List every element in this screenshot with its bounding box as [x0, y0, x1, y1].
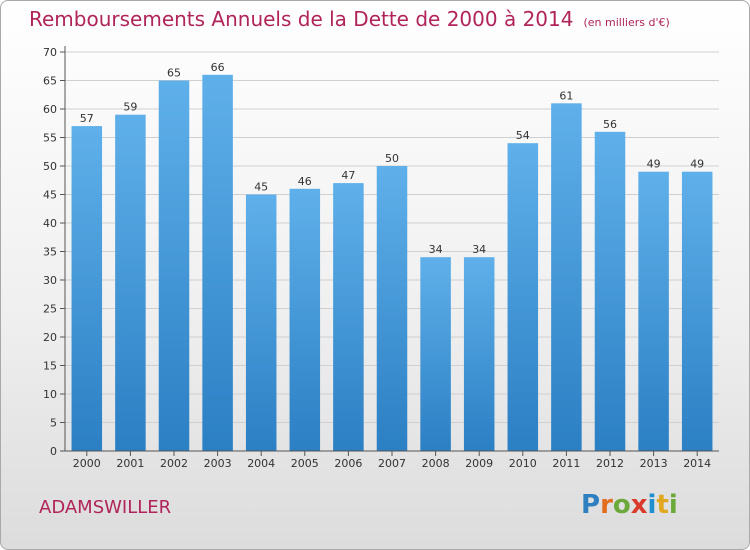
data-label-2012: 56: [603, 118, 617, 131]
x-tick-label-2012: 2012: [596, 457, 624, 470]
data-label-2011: 61: [559, 89, 573, 102]
chart-title-block: Remboursements Annuels de la Dette de 20…: [29, 7, 670, 31]
y-tick-label: 10: [43, 388, 57, 401]
bar-2007[interactable]: [376, 166, 408, 451]
y-tick-label: 25: [43, 303, 57, 316]
x-tick-label-2009: 2009: [465, 457, 493, 470]
data-label-2009: 34: [472, 243, 486, 256]
y-tick-label: 45: [43, 189, 57, 202]
bar-2004[interactable]: [245, 194, 277, 452]
y-tick-label: 60: [43, 103, 57, 116]
bar-2010[interactable]: [507, 143, 539, 451]
x-tick-label-2007: 2007: [378, 457, 406, 470]
logo-letter: o: [612, 490, 631, 520]
x-tick-label-2000: 2000: [73, 457, 101, 470]
bar-2014[interactable]: [681, 171, 713, 451]
x-tick-label-2003: 2003: [204, 457, 232, 470]
logo-letter: i: [668, 490, 678, 520]
data-label-2000: 57: [80, 112, 94, 125]
data-label-2013: 49: [647, 158, 661, 171]
logo-letter: x: [630, 490, 648, 520]
y-tick-label: 0: [50, 445, 57, 458]
x-tick-label-2013: 2013: [640, 457, 668, 470]
x-tick-label-2002: 2002: [160, 457, 188, 470]
x-tick-label-2010: 2010: [509, 457, 537, 470]
bar-2002[interactable]: [158, 80, 190, 452]
data-label-2004: 45: [254, 181, 268, 194]
data-label-2005: 46: [298, 175, 312, 188]
bar-2013[interactable]: [638, 171, 669, 451]
bar-2012[interactable]: [594, 131, 626, 452]
bar-2001[interactable]: [115, 114, 146, 451]
data-label-2010: 54: [516, 129, 530, 142]
logo-letter: P: [581, 490, 601, 520]
x-tick-label-2006: 2006: [334, 457, 362, 470]
x-tick-label-2011: 2011: [552, 457, 580, 470]
data-label-2003: 66: [211, 61, 225, 74]
data-label-2008: 34: [429, 243, 443, 256]
y-tick-label: 50: [43, 160, 57, 173]
x-tick-label-2008: 2008: [422, 457, 450, 470]
bar-2000[interactable]: [71, 126, 103, 451]
data-label-2006: 47: [341, 169, 355, 182]
bar-2011[interactable]: [551, 103, 582, 452]
x-tick-label-2005: 2005: [291, 457, 319, 470]
x-tick-label-2014: 2014: [683, 457, 711, 470]
bar-2009[interactable]: [463, 257, 495, 451]
x-tick-label-2001: 2001: [116, 457, 144, 470]
y-tick-label: 15: [43, 360, 57, 373]
data-label-2002: 65: [167, 67, 181, 80]
logo-letter: i: [647, 490, 657, 520]
chart-unit: (en milliers d'€): [583, 16, 670, 29]
y-tick-label: 5: [50, 417, 57, 430]
y-tick-label: 40: [43, 217, 57, 230]
chart-title: Remboursements Annuels de la Dette de 20…: [29, 7, 574, 31]
logo-letter: t: [656, 490, 669, 520]
bar-2005[interactable]: [289, 188, 321, 452]
y-tick-label: 70: [43, 46, 57, 59]
proxiti-logo[interactable]: Proxiti: [581, 490, 678, 520]
data-label-2014: 49: [690, 158, 704, 171]
bar-2006[interactable]: [333, 183, 364, 451]
data-label-2001: 59: [123, 101, 137, 114]
bar-2008[interactable]: [420, 257, 451, 451]
y-tick-label: 35: [43, 246, 57, 259]
commune-name: ADAMSWILLER: [39, 497, 172, 518]
y-tick-label: 30: [43, 274, 57, 287]
bar-2003[interactable]: [202, 74, 233, 452]
y-tick-label: 55: [43, 132, 57, 145]
data-label-2007: 50: [385, 152, 399, 165]
y-tick-label: 20: [43, 331, 57, 344]
logo-letter: r: [600, 490, 613, 520]
x-tick-label-2004: 2004: [247, 457, 275, 470]
y-tick-label: 65: [43, 75, 57, 88]
